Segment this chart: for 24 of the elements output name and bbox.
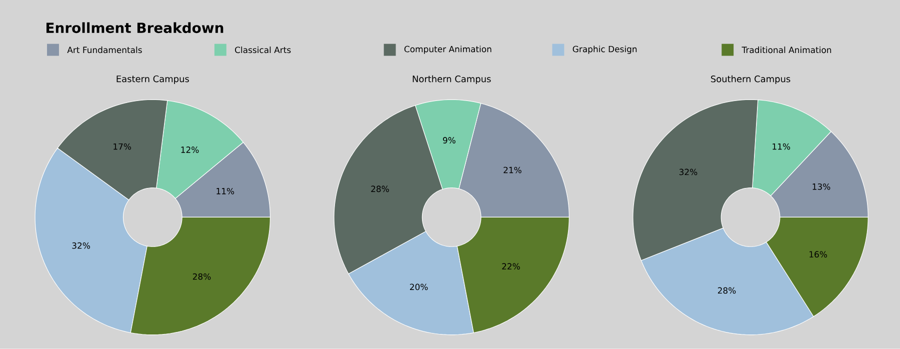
legend-label: Art Fundamentals — [67, 46, 142, 54]
legend-label: Classical Arts — [235, 46, 291, 54]
legend-label: Graphic Design — [572, 46, 637, 54]
data-label: 20% — [410, 284, 428, 290]
text: Eastern Campus — [116, 76, 189, 84]
legend-label: Traditional Animation — [742, 46, 832, 54]
chart-subtitle: Northern Campus — [412, 75, 491, 84]
chart-title: Enrollment Breakdown — [46, 22, 224, 34]
data-label: 16% — [810, 251, 827, 258]
data-label: 11% — [216, 188, 234, 194]
data-label: 12% — [181, 146, 199, 154]
data-label: 32% — [679, 168, 698, 176]
data-label: 28% — [192, 273, 211, 280]
data-label: 21% — [504, 166, 522, 174]
data-label: 17% — [114, 143, 131, 150]
data-label: 32% — [72, 242, 90, 249]
legend-label: Computer Animation — [404, 46, 492, 54]
data-label: 9% — [442, 137, 456, 144]
data-label: 11% — [772, 143, 790, 150]
data-label: 28% — [371, 186, 389, 192]
data-label: 28% — [718, 287, 736, 294]
chart-subtitle: Southern Campus — [711, 75, 790, 84]
data-label: 22% — [502, 263, 520, 270]
data-label: 13% — [812, 184, 830, 190]
